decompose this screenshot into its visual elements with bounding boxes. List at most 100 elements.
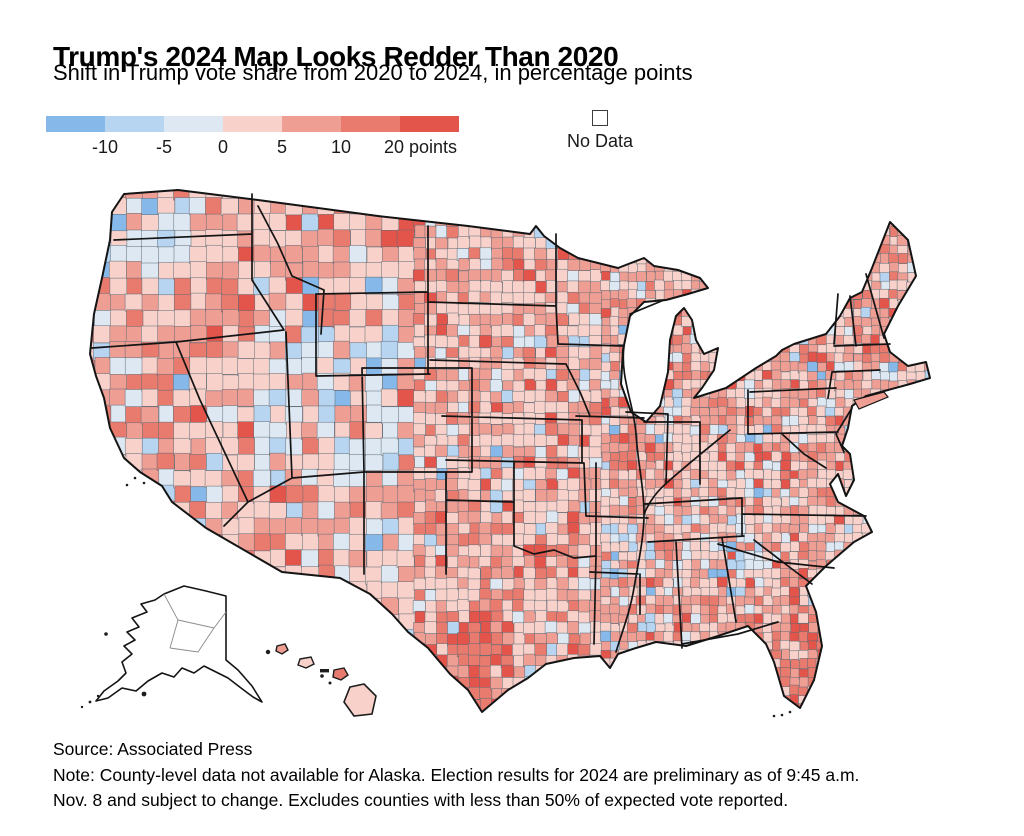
county-cell xyxy=(771,263,783,274)
county-cell xyxy=(861,190,873,193)
county-cell xyxy=(286,597,304,615)
county-cell xyxy=(934,507,940,517)
county-cell xyxy=(817,298,829,310)
county-cell xyxy=(126,597,145,616)
county-cell xyxy=(743,218,755,230)
county-cell xyxy=(925,452,930,464)
county-cell xyxy=(860,199,872,211)
county-cell xyxy=(447,709,460,712)
county-cell xyxy=(302,276,320,295)
county-cell xyxy=(545,445,559,458)
county-cell xyxy=(844,560,855,571)
county-cell xyxy=(745,668,757,680)
county-cell xyxy=(619,540,631,552)
county-cell xyxy=(175,725,192,730)
county-cell xyxy=(619,722,629,730)
county-cell xyxy=(301,190,319,200)
county-cell xyxy=(317,501,336,520)
county-cell xyxy=(870,424,881,436)
county-cell xyxy=(617,190,629,202)
county-cell xyxy=(734,281,746,292)
county-cell xyxy=(533,335,547,349)
county-cell xyxy=(413,412,426,425)
county-cell xyxy=(545,190,559,194)
county-cell xyxy=(424,456,437,470)
county-cell xyxy=(934,209,940,219)
county-cell xyxy=(907,307,919,319)
county-cell xyxy=(480,190,493,194)
alaska-island-dot xyxy=(141,691,147,697)
county-cell xyxy=(637,379,649,391)
county-cell xyxy=(366,550,385,569)
county-cell xyxy=(301,708,319,712)
county-cell xyxy=(490,676,503,690)
county-cell xyxy=(238,294,256,312)
county-cell xyxy=(468,435,482,449)
county-cell xyxy=(589,643,603,656)
county-cell xyxy=(888,325,900,337)
us-county-map[interactable] xyxy=(78,182,940,730)
county-cell xyxy=(880,667,892,679)
county-cell xyxy=(617,253,629,265)
county-cell xyxy=(469,204,482,218)
county-cell xyxy=(754,685,765,697)
county-cell xyxy=(446,226,460,239)
county-cell xyxy=(923,659,930,671)
footer-notes: Source: Associated Press Note: County-le… xyxy=(53,737,859,814)
county-cell xyxy=(816,352,828,364)
alaska-island-dot xyxy=(88,700,92,704)
county-cell xyxy=(436,190,450,194)
county-cell xyxy=(916,532,927,543)
county-cell xyxy=(934,615,940,625)
county-cell xyxy=(157,678,176,697)
county-cell xyxy=(826,299,838,311)
county-cell xyxy=(861,253,873,264)
county-cell xyxy=(763,659,774,671)
county-cell xyxy=(349,213,368,232)
county-cell xyxy=(534,589,548,602)
small-island-dot xyxy=(125,483,129,487)
county-cell xyxy=(566,237,580,251)
county-cell xyxy=(763,271,775,283)
county-cell xyxy=(457,390,471,404)
county-cell xyxy=(680,677,692,689)
county-cell xyxy=(934,480,940,490)
county-cell xyxy=(699,235,711,247)
county-cell xyxy=(825,596,837,608)
county-cell xyxy=(772,721,782,730)
county-cell xyxy=(914,470,926,482)
county-cell xyxy=(681,631,692,643)
county-cell xyxy=(862,407,874,419)
county-cell xyxy=(318,277,337,296)
county-cell xyxy=(934,218,940,228)
county-cell xyxy=(110,309,128,328)
county-cell xyxy=(609,254,620,266)
county-cell xyxy=(834,596,846,608)
county-cell xyxy=(734,209,746,221)
county-cell xyxy=(125,406,143,425)
county-cell xyxy=(916,667,927,679)
county-cell xyxy=(699,650,711,662)
county-cell xyxy=(637,190,649,201)
county-cell xyxy=(523,280,537,294)
county-cell xyxy=(190,405,208,423)
county-cell xyxy=(174,709,192,712)
county-cell xyxy=(413,512,426,525)
county-cell xyxy=(110,190,128,200)
county-cell xyxy=(109,341,128,360)
alaska-island-dot xyxy=(96,694,100,698)
county-cell xyxy=(762,254,774,266)
county-cell xyxy=(905,190,917,193)
county-cell xyxy=(174,452,193,471)
county-cell xyxy=(110,245,128,263)
county-cell xyxy=(907,649,919,661)
county-cell xyxy=(523,467,536,480)
county-cell xyxy=(923,459,930,471)
county-cell xyxy=(717,253,729,265)
county-cell xyxy=(735,523,747,534)
county-cell xyxy=(189,565,207,584)
county-cell xyxy=(681,515,693,526)
county-cell xyxy=(699,703,711,712)
county-cell xyxy=(142,422,160,441)
